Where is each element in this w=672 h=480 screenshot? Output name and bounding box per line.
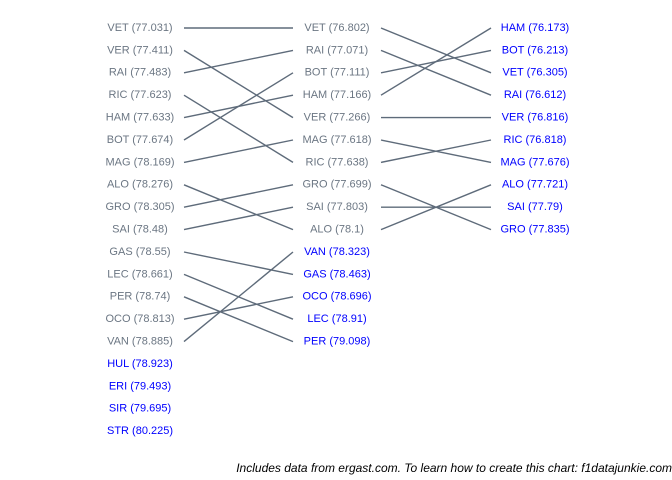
connector-ver-1 — [183, 49, 294, 119]
driver-label-str-1: STR (80.225) — [107, 425, 173, 437]
driver-label-vet-1: VET (77.031) — [107, 22, 172, 34]
connector-sai-1 — [183, 206, 294, 231]
driver-label-oco-1: OCO (78.813) — [105, 313, 174, 325]
driver-label-sai-1: SAI (78.48) — [112, 224, 168, 236]
connector-alo-1 — [183, 184, 294, 231]
driver-label-bot-2: BOT (77.111) — [305, 67, 370, 79]
driver-label-ham-2: HAM (77.166) — [303, 89, 371, 101]
connector-gas-1 — [183, 251, 294, 276]
driver-label-rai-3: RAI (76.612) — [504, 89, 566, 101]
connector-bot-1 — [183, 72, 294, 141]
driver-label-lec-1: LEC (78.661) — [107, 268, 172, 280]
driver-label-vet-3: VET (76.305) — [502, 67, 567, 79]
connector-rai-2 — [380, 49, 492, 96]
driver-label-ver-2: VER (77.266) — [304, 112, 371, 124]
driver-label-mag-1: MAG (78.169) — [105, 156, 174, 168]
driver-label-sir-1: SIR (79.695) — [109, 403, 171, 415]
driver-label-oco-2: OCO (78.696) — [302, 291, 371, 303]
connector-ric-2 — [380, 139, 492, 164]
connector-ham-2 — [380, 27, 492, 96]
driver-label-gas-1: GAS (78.55) — [109, 246, 170, 258]
driver-label-per-1: PER (78.74) — [110, 291, 171, 303]
connector-mag-1 — [183, 139, 294, 164]
driver-label-ric-3: RIC (76.818) — [504, 134, 567, 146]
driver-label-bot-3: BOT (76.213) — [502, 44, 568, 56]
driver-label-rai-1: RAI (77.483) — [109, 67, 171, 79]
driver-label-ric-2: RIC (77.638) — [306, 156, 369, 168]
driver-label-hul-1: HUL (78.923) — [107, 358, 173, 370]
driver-label-mag-3: MAG (77.676) — [500, 156, 569, 168]
connector-vet-2 — [380, 27, 492, 74]
driver-label-gro-1: GRO (78.305) — [105, 201, 174, 213]
connector-oco-1 — [183, 296, 294, 320]
driver-label-gro-2: GRO (77.699) — [302, 179, 371, 191]
driver-label-gas-2: GAS (78.463) — [303, 268, 370, 280]
driver-label-sai-3: SAI (77.79) — [507, 201, 563, 213]
driver-label-rai-2: RAI (77.071) — [306, 44, 368, 56]
driver-label-ver-1: VER (77.411) — [107, 44, 173, 56]
driver-label-mag-2: MAG (77.618) — [302, 134, 371, 146]
driver-label-sai-2: SAI (77.803) — [306, 201, 368, 213]
driver-label-ham-1: HAM (77.633) — [106, 112, 174, 124]
driver-label-bot-1: BOT (77.674) — [107, 134, 173, 146]
connector-alo-2 — [380, 184, 492, 231]
driver-label-eri-1: ERI (79.493) — [109, 380, 171, 392]
driver-label-alo-1: ALO (78.276) — [107, 179, 173, 191]
driver-label-alo-2: ALO (78.1) — [310, 224, 364, 236]
connector-van-1 — [183, 251, 294, 343]
driver-labels: VET (77.031) VER (77.411) RAI (77.483) RIC … — [105, 22, 569, 437]
driver-label-gro-3: GRO (77.835) — [500, 224, 569, 236]
driver-label-vet-2: VET (76.802) — [304, 22, 369, 34]
driver-label-alo-3: ALO (77.721) — [502, 179, 568, 191]
connector-lines — [183, 27, 492, 343]
chart-caption: Includes data from ergast.com. To learn … — [236, 461, 672, 475]
driver-label-ham-3: HAM (76.173) — [501, 22, 569, 34]
connector-per-1 — [183, 296, 294, 343]
driver-label-van-1: VAN (78.885) — [107, 336, 173, 348]
driver-label-per-2: PER (79.098) — [304, 336, 371, 348]
driver-label-ver-3: VER (76.816) — [502, 112, 569, 124]
driver-label-ric-1: RIC (77.623) — [109, 89, 172, 101]
driver-label-lec-2: LEC (78.91) — [307, 313, 366, 325]
connector-rai-1 — [183, 49, 294, 74]
driver-label-van-2: VAN (78.323) — [304, 246, 370, 258]
connector-gro-1 — [183, 184, 294, 208]
connector-ric-1 — [183, 94, 294, 163]
